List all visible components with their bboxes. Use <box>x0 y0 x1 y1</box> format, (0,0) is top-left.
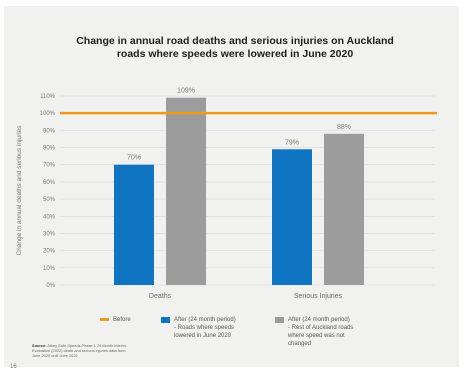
y-tick-label: 0% <box>46 283 55 289</box>
y-tick-label: 60% <box>43 180 56 186</box>
chart-title: Change in annual road deaths and serious… <box>20 35 450 61</box>
bar <box>324 133 364 285</box>
y-tick-label: 70% <box>43 163 56 169</box>
y-tick-label: 90% <box>43 128 56 134</box>
bar-data-label: 70% <box>127 155 141 162</box>
y-tick-label: 30% <box>43 231 56 237</box>
legend-label-lowered-line: - Roads where speeds <box>174 325 235 331</box>
legend-label-unchanged-line: changed <box>288 341 312 347</box>
y-tick-label: 100% <box>40 111 56 117</box>
bar-data-label: 88% <box>337 124 351 131</box>
legend-label-lowered-line: lowered in June 2020 <box>174 333 232 339</box>
y-tick-label: 10% <box>43 266 56 272</box>
source-note: Source: Atkey Safe Speeds Phase 1 24 Mon… <box>32 343 130 358</box>
x-category-label: Serious Injuries <box>294 293 343 300</box>
legend-label-unchanged-line: where speed was not <box>288 333 345 339</box>
bar <box>114 164 154 285</box>
legend-label-unchanged-line: After (24 month period) <box>288 317 350 323</box>
y-tick-label: 50% <box>43 197 56 203</box>
y-tick-label: 110% <box>40 94 56 100</box>
legend-swatch-before <box>100 318 109 321</box>
legend-label-before: Before <box>113 317 131 323</box>
bar-data-label: 109% <box>177 88 195 95</box>
chart-title-line-2: roads where speeds were lowered in June … <box>116 48 354 60</box>
bar <box>166 97 206 285</box>
bar-data-label: 79% <box>285 139 299 146</box>
legend-label-lowered-line: After (24 month period) <box>174 317 236 323</box>
source-heading: Source: <box>32 343 47 348</box>
y-tick-label: 40% <box>43 214 56 220</box>
y-tick-label: 80% <box>43 146 56 152</box>
legend-label-lowered: After (24 month period) - Roads where sp… <box>174 316 236 340</box>
page-number: 16 <box>10 364 17 370</box>
legend-swatch-unchanged <box>275 317 284 323</box>
chart-title-line-1: Change in annual road deaths and serious… <box>76 35 394 47</box>
legend-swatch-lowered <box>161 317 170 323</box>
chart-panel <box>4 6 459 367</box>
legend-label-unchanged: After (24 month period) - Rest of Auckla… <box>288 316 353 348</box>
x-category-label: Deaths <box>149 293 172 300</box>
source-text: Atkey Safe Speeds Phase 1 24 Month Inter… <box>32 343 127 358</box>
y-tick-label: 20% <box>43 249 56 255</box>
legend-label-unchanged-line: - Rest of Auckland roads <box>288 325 354 331</box>
y-axis-label: Change in annual deaths and serious inju… <box>16 125 23 256</box>
bar <box>272 149 312 285</box>
